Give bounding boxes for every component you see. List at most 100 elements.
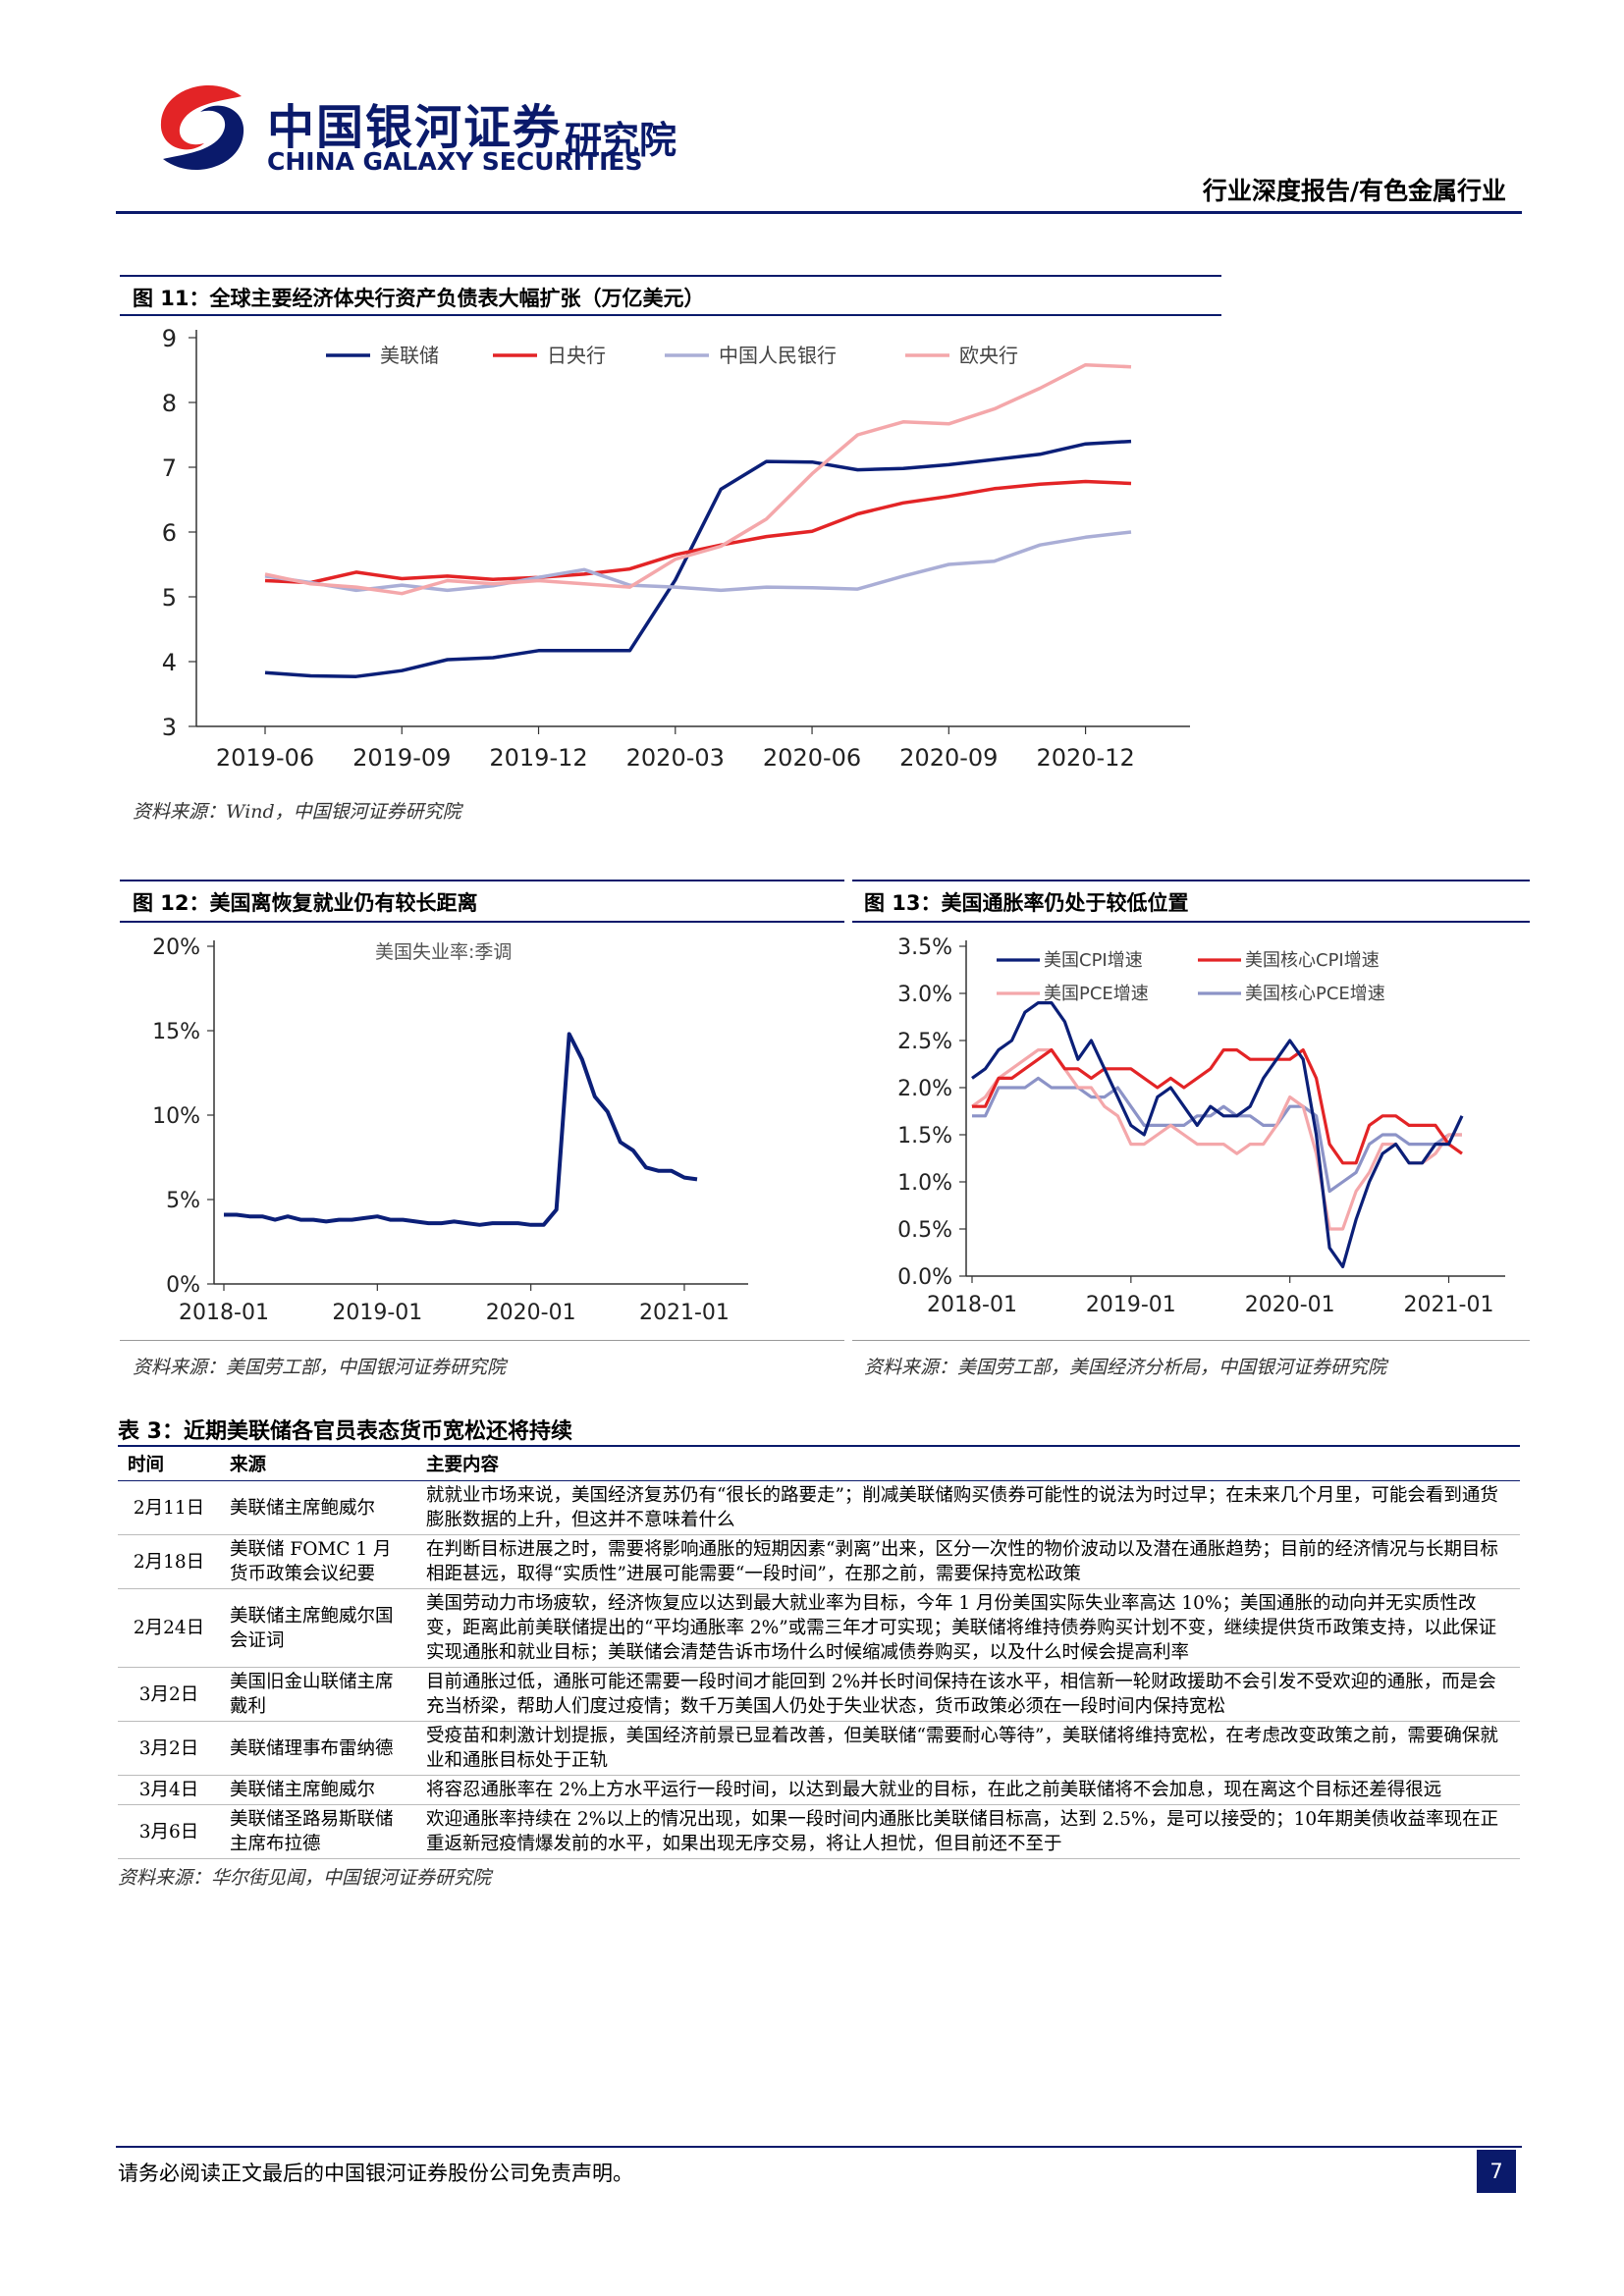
- table3-title: 表 3：近期美联储各官员表态货币宽松还将持续: [118, 1419, 572, 1444]
- fig11-legend-label: 中国人民银行: [719, 344, 837, 367]
- fig12-y-tick-label: 15%: [152, 1020, 200, 1044]
- fig13-x-tick-label: 2018-01: [927, 1293, 1017, 1317]
- header-source: 来源: [220, 1447, 416, 1481]
- fig13-top-rule: [852, 880, 1530, 881]
- fig13-y-tick-label: 1.0%: [897, 1171, 952, 1196]
- table-row: 2月24日 美联储主席鲍威尔国会证词 美国劳动力市场疲软，经济恢复应以达到最大就…: [118, 1588, 1520, 1668]
- fig13-source: 资料来源：美国劳工部，美国经济分析局，中国银河证券研究院: [864, 1357, 1387, 1378]
- row-date: 2月11日: [118, 1480, 220, 1535]
- fig12-y-tick-label: 0%: [166, 1273, 200, 1298]
- fig12-bottom-rule: [120, 1340, 844, 1341]
- logo-institute: 研究院: [565, 119, 677, 162]
- fig13-bottom-rule: [852, 1340, 1530, 1341]
- fig13-chart: 0.0% 0.5% 1.0% 1.5% 2.0% 2.5% 3.0% 3.5% 2018-01 2…: [897, 935, 1505, 1317]
- row-content: 目前通胀过低，通胀可能还需要一段时间才能回到 2%并长时间保持在该水平，相信新一…: [416, 1667, 1520, 1722]
- fig11-title-rule: [120, 314, 1221, 316]
- fig11-x-tick-label: 2019-12: [489, 744, 587, 772]
- fig13-title: 图 13：美国通胀率仍处于较低位置: [864, 891, 1189, 915]
- fig11-y-tick-label: 5: [162, 584, 177, 612]
- fig13-y-tick-label: 1.5%: [897, 1124, 952, 1148]
- row-date: 2月24日: [118, 1588, 220, 1668]
- fig12-top-rule: [120, 880, 844, 881]
- footer-disclaimer: 请务必阅读正文最后的中国银河证券股份公司免责声明。: [118, 2162, 633, 2185]
- fig11-x-tick-label: 2020-03: [626, 744, 725, 772]
- fig11-y-tick-label: 8: [162, 390, 177, 417]
- table-row: 3月6日 美联储圣路易斯联储主席布拉德 欢迎通胀率持续在 2%以上的情况出现，如…: [118, 1804, 1520, 1859]
- fig13-x-tick-label: 2019-01: [1086, 1293, 1176, 1317]
- fig13-legend-label: 美国PCE增速: [1044, 984, 1149, 1004]
- row-date: 3月6日: [118, 1804, 220, 1859]
- fed-statements-table: 时间 来源 主要内容 2月11日 美联储主席鲍威尔 就就业市场来说，美国经济复苏…: [118, 1447, 1520, 1859]
- fig13-y-tick-label: 2.0%: [897, 1077, 952, 1101]
- page-number: 7: [1477, 2150, 1516, 2193]
- fig12-source: 资料来源：美国劳工部，中国银河证券研究院: [133, 1357, 507, 1378]
- fig12-x-tick-label: 2021-01: [639, 1301, 730, 1325]
- fig12-series-line: [224, 1032, 698, 1227]
- fig12-x-tick-label: 2020-01: [486, 1301, 576, 1325]
- fig11-y-tick-label: 6: [162, 519, 177, 547]
- header-rule: [116, 211, 1522, 214]
- fig13-series-line: [972, 1048, 1463, 1165]
- row-source: 美联储主席鲍威尔: [220, 1775, 416, 1805]
- fig11-y-tick-label: 7: [162, 454, 177, 482]
- row-date: 2月18日: [118, 1534, 220, 1589]
- row-content: 就就业市场来说，美国经济复苏仍有“很长的路要走”；削减美联储购买债券可能性的说法…: [416, 1480, 1520, 1535]
- fig11-x-tick-label: 2020-09: [899, 744, 998, 772]
- fig11-y-tick-label: 9: [162, 325, 177, 352]
- fig11-x-tick-label: 2020-12: [1036, 744, 1134, 772]
- fig12-x-tick-label: 2018-01: [179, 1301, 269, 1325]
- fig13-legend-label: 美国CPI增速: [1044, 950, 1143, 971]
- fig12-title: 图 12：美国离恢复就业仍有较长距离: [133, 891, 478, 915]
- fig13-y-tick-label: 2.5%: [897, 1030, 952, 1054]
- header-date: 时间: [118, 1447, 220, 1481]
- table-header-row: 时间 来源 主要内容: [118, 1447, 1520, 1481]
- fig12-x-tick-label: 2019-01: [332, 1301, 422, 1325]
- fig11-top-rule: [120, 275, 1221, 277]
- fig13-series-line: [971, 1000, 1464, 1268]
- row-content: 受疫苗和刺激计划提振，美国经济前景已显着改善，但美联储“需要耐心等待”，美联储将…: [416, 1721, 1520, 1776]
- fig13-y-tick-label: 0.0%: [897, 1265, 952, 1290]
- report-type: 行业深度报告/有色金属行业: [1202, 177, 1506, 205]
- table-row: 3月2日 美联储理事布雷纳德 受疫苗和刺激计划提振，美国经济前景已显着改善，但美…: [118, 1721, 1520, 1776]
- row-date: 3月4日: [118, 1775, 220, 1805]
- fig12-y-tick-label: 5%: [166, 1189, 200, 1213]
- header-content: 主要内容: [416, 1447, 1520, 1481]
- table-row: 3月2日 美国旧金山联储主席戴利 目前通胀过低，通胀可能还需要一段时间才能回到 …: [118, 1667, 1520, 1722]
- fig12-title-rule: [120, 921, 844, 923]
- fig11-title: 图 11：全球主要经济体央行资产负债表大幅扩张（万亿美元）: [133, 287, 705, 310]
- table-row: 2月18日 美联储 FOMC 1 月货币政策会议纪要 在判断目标进展之时，需要将…: [118, 1534, 1520, 1589]
- row-source: 美联储 FOMC 1 月货币政策会议纪要: [220, 1534, 416, 1589]
- fig12-y-tick-label: 10%: [152, 1104, 200, 1129]
- row-source: 美国旧金山联储主席戴利: [220, 1667, 416, 1722]
- table-row: 2月11日 美联储主席鲍威尔 就就业市场来说，美国经济复苏仍有“很长的路要走”；…: [118, 1480, 1520, 1535]
- galaxy-logo-icon: [160, 84, 244, 171]
- table3-top-rule: [118, 1445, 1520, 1447]
- fig12-chart: 0% 5% 10% 15% 20% 2018-01 2019-01 2020-01 2021-0…: [152, 935, 748, 1325]
- table-row: 3月4日 美联储主席鲍威尔 将容忍通胀率在 2%上方水平运行一段时间，以达到最大…: [118, 1775, 1520, 1805]
- fig11-chart: 3 4 5 6 7 8 9 2019-06 2019-09 2019-12 2020-03 2020-…: [162, 325, 1190, 772]
- row-content: 将容忍通胀率在 2%上方水平运行一段时间，以达到最大就业的目标，在此之前美联储将…: [416, 1775, 1520, 1805]
- fig11-series-line: [264, 439, 1132, 678]
- fig11-series-line: [264, 362, 1132, 596]
- fig11-x-tick-label: 2020-06: [763, 744, 861, 772]
- fig11-y-tick-label: 3: [162, 714, 177, 741]
- fig11-source: 资料来源：Wind，中国银河证券研究院: [133, 801, 461, 823]
- fig13-legend-label: 美国核心CPI增速: [1245, 950, 1380, 971]
- fig13-y-tick-label: 3.5%: [897, 935, 952, 960]
- row-content: 欢迎通胀率持续在 2%以上的情况出现，如果一段时间内通胀比美联储目标高，达到 2…: [416, 1804, 1520, 1859]
- fig11-legend-label: 日央行: [547, 344, 606, 367]
- fig12-y-tick-label: 20%: [152, 935, 200, 960]
- fig13-title-rule: [852, 921, 1530, 923]
- fig11-legend-label: 欧央行: [959, 344, 1018, 367]
- table3-source: 资料来源：华尔街见闻，中国银河证券研究院: [118, 1867, 492, 1889]
- fig11-x-tick-label: 2019-06: [216, 744, 314, 772]
- row-date: 3月2日: [118, 1721, 220, 1776]
- row-source: 美联储主席鲍威尔: [220, 1480, 416, 1535]
- logo-chinese-name: 中国银河证券: [267, 100, 563, 155]
- row-source: 美联储圣路易斯联储主席布拉德: [220, 1804, 416, 1859]
- row-source: 美联储理事布雷纳德: [220, 1721, 416, 1776]
- fig11-y-tick-label: 4: [162, 649, 177, 676]
- row-date: 3月2日: [118, 1667, 220, 1722]
- fig11-legend-label: 美联储: [380, 344, 439, 367]
- fig13-y-tick-label: 3.0%: [897, 983, 952, 1007]
